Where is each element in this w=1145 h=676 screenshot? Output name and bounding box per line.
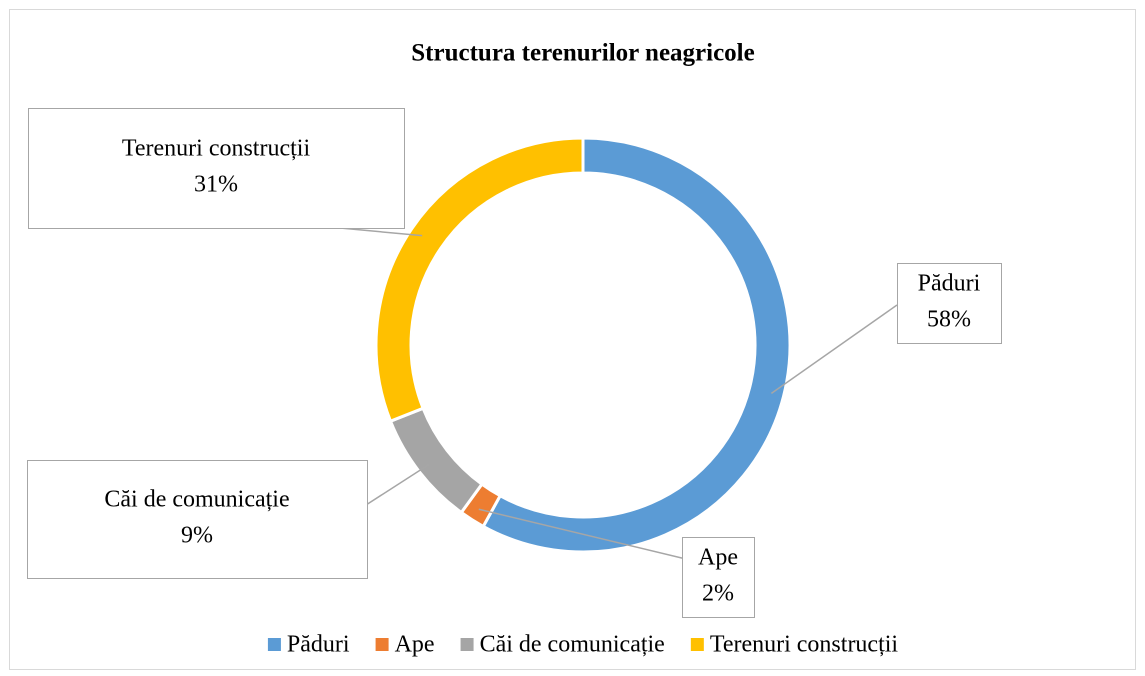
data-label-box (27, 460, 368, 579)
data-label-name: Ape (698, 545, 738, 571)
data-label-box (682, 537, 755, 618)
data-label-box (897, 263, 1002, 344)
donut-slice (374, 136, 585, 424)
legend-label: Păduri (287, 632, 350, 658)
legend-label: Terenuri construcții (710, 632, 899, 658)
legend-swatch (375, 638, 389, 651)
chart-title: Structura terenurilor neagricole (411, 40, 754, 67)
legend-label: Căi de comunicație (480, 632, 665, 658)
data-label-name: Terenuri construcții (122, 136, 311, 162)
leader-line (365, 463, 430, 506)
data-label-box (28, 108, 405, 229)
data-label-name: Păduri (918, 271, 981, 297)
legend-label: Ape (395, 632, 435, 658)
leader-line (478, 508, 691, 561)
data-label-value: 58% (927, 307, 971, 333)
data-label-value: 9% (181, 523, 213, 549)
leader-line (339, 227, 423, 237)
legend-swatch (267, 638, 281, 651)
data-label-name: Căi de comunicație (104, 487, 289, 513)
legend-swatch (690, 638, 704, 651)
data-label-value: 2% (702, 581, 734, 607)
donut-slice (481, 136, 792, 554)
legend: Păduri Ape Căi de comunicație Terenuri cons… (267, 632, 899, 658)
legend-swatch (460, 638, 474, 651)
leader-line (770, 304, 898, 394)
data-label-value: 31% (194, 172, 238, 198)
